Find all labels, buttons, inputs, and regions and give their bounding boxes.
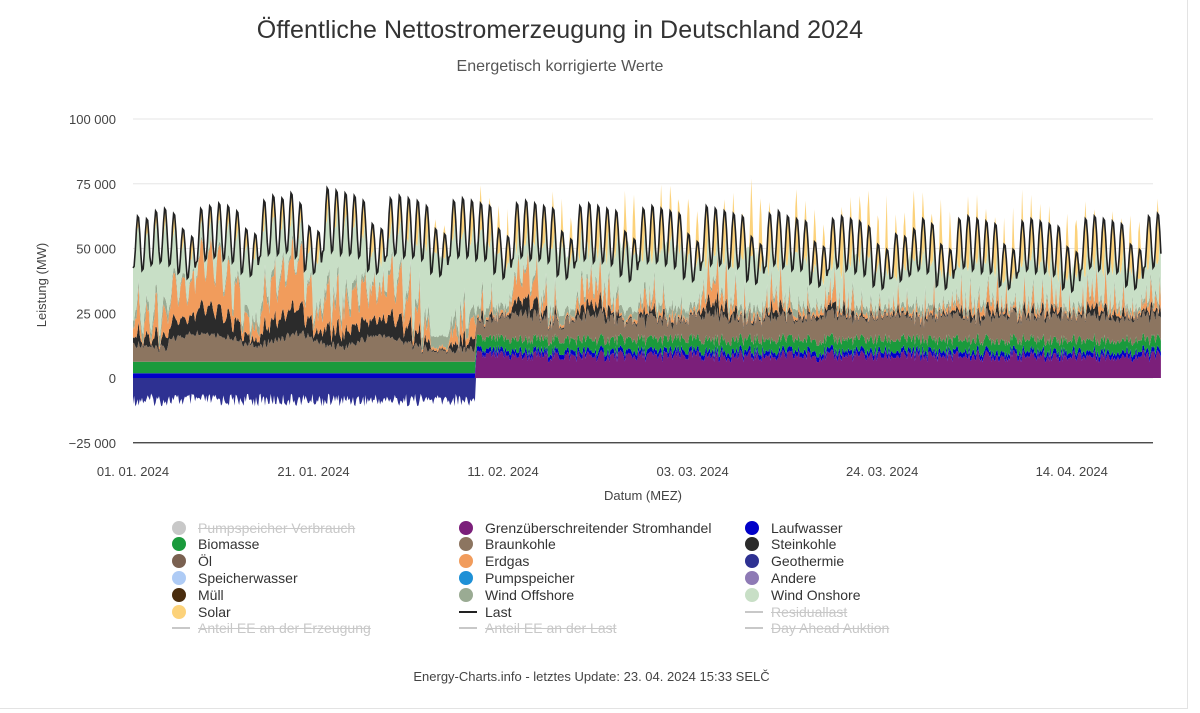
legend-label: Biomasse [198, 536, 260, 553]
legend-item-wind-onshore[interactable]: Wind Onshore [745, 586, 860, 603]
legend-item-erdgas[interactable]: Erdgas [459, 553, 529, 570]
legend-label: Steinkohle [771, 536, 837, 553]
legend-label: Laufwasser [771, 519, 843, 536]
legend-item-biomasse[interactable]: Biomasse [172, 536, 259, 553]
legend-swatch-icon [745, 520, 759, 535]
legend-label: Grenzüberschreitender Stromhandel [485, 519, 712, 536]
legend-swatch-icon [172, 570, 186, 585]
legend-label: Wind Offshore [485, 586, 575, 603]
legend-swatch-icon [745, 537, 759, 552]
legend-item-öl[interactable]: Öl [172, 553, 212, 570]
y-tick-label: 25 000 [76, 306, 116, 321]
area-wind-onshore [133, 205, 1161, 339]
area-steinkohle [133, 288, 1161, 355]
legend-label: Solar [198, 603, 231, 620]
x-tick-label: 11. 02. 2024 [467, 464, 538, 479]
chart-load-line [132, 185, 1162, 294]
legend-item-last[interactable]: Last [459, 603, 511, 620]
area-export-negative [133, 378, 1161, 407]
legend-label: Pumpspeicher Verbrauch [198, 519, 356, 536]
legend-item-day-ahead-auktion[interactable]: Day Ahead Auktion [745, 620, 889, 637]
footer-credit: Energy-Charts.info - letztes Update: 23.… [413, 669, 770, 684]
x-tick-label: 24. 03. 2024 [846, 464, 918, 479]
legend-label: Pumpspeicher [485, 569, 575, 586]
legend-swatch-icon [745, 627, 763, 630]
legend-label: Wind Onshore [771, 586, 861, 603]
legend-label: Geothermie [771, 553, 845, 570]
legend-label: Braunkohle [485, 536, 556, 553]
legend-item-müll[interactable]: Müll [172, 586, 224, 603]
legend-swatch-icon [459, 610, 477, 613]
legend-item-braunkohle[interactable]: Braunkohle [459, 536, 556, 553]
chart-areas [133, 178, 1161, 407]
area-biomasse [133, 333, 1161, 374]
legend-label: Andere [771, 569, 817, 586]
legend-label: Speicherwasser [198, 569, 298, 586]
legend-swatch-icon [172, 587, 186, 602]
legend-item-solar[interactable]: Solar [172, 603, 231, 620]
legend-item-steinkohle[interactable]: Steinkohle [745, 536, 836, 553]
legend-swatch-icon [745, 610, 763, 613]
chart-title: Öffentliche Nettostromerzeugung in Deuts… [256, 16, 864, 44]
area-laufwasser [133, 344, 1161, 378]
x-tick-label: 14. 04. 2024 [1036, 464, 1108, 479]
legend-item-anteil-ee-an-der-last[interactable]: Anteil EE an der Last [459, 620, 617, 637]
legend-label: Öl [198, 553, 212, 570]
y-tick-label: 100 000 [69, 112, 116, 127]
x-tick-label: 21. 01. 2024 [277, 464, 349, 479]
legend-swatch-icon [172, 554, 186, 569]
area-grenzüberschreitender-stromhandel [133, 349, 1161, 378]
legend-swatch-icon [459, 570, 473, 585]
legend-item-residuallast[interactable]: Residuallast [745, 603, 847, 620]
y-tick-label: −25 000 [69, 436, 116, 451]
legend-item-geothermie[interactable]: Geothermie [745, 553, 844, 570]
y-axis-title: Leistung (MW) [34, 243, 49, 328]
legend-swatch-icon [459, 554, 473, 569]
legend-item-pumpspeicher[interactable]: Pumpspeicher [459, 569, 575, 586]
legend-label: Anteil EE an der Erzeugung [198, 620, 371, 637]
legend-item-anteil-ee-an-der-erzeugung[interactable]: Anteil EE an der Erzeugung [172, 620, 371, 637]
legend-swatch-icon [172, 604, 186, 619]
legend-swatch-icon [172, 537, 186, 552]
legend-item-grenzüberschreitender-stromhandel[interactable]: Grenzüberschreitender Stromhandel [459, 519, 711, 536]
legend-item-wind-offshore[interactable]: Wind Offshore [459, 586, 574, 603]
legend-item-pumpspeicher-verbrauch[interactable]: Pumpspeicher Verbrauch [172, 519, 355, 536]
series-last-line [132, 185, 1162, 294]
legend-swatch-icon [459, 587, 473, 602]
legend-label: Erdgas [485, 553, 530, 570]
x-axis-title: Datum (MEZ) [604, 488, 682, 503]
y-tick-label: 75 000 [76, 177, 116, 192]
legend-label: Anteil EE an der Last [485, 620, 617, 637]
legend-label: Last [485, 603, 512, 620]
x-tick-label: 03. 03. 2024 [656, 464, 728, 479]
legend-swatch-icon [745, 570, 759, 585]
legend-item-laufwasser[interactable]: Laufwasser [745, 519, 843, 536]
legend-swatch-icon [745, 587, 759, 602]
legend-swatch-icon [172, 520, 186, 535]
legend-swatch-icon [459, 537, 473, 552]
area-erdgas [133, 237, 1161, 353]
legend-swatch-icon [459, 627, 477, 630]
legend-label: Müll [198, 586, 224, 603]
legend-label: Residuallast [771, 603, 848, 620]
legend-label: Day Ahead Auktion [771, 620, 890, 637]
y-axis-ticks: 100 000 75 000 50 000 25 000 0 −25 000 [69, 112, 116, 451]
legend-item-speicherwasser[interactable]: Speicherwasser [172, 569, 298, 586]
legend-swatch-icon [172, 627, 190, 630]
legend-swatch-icon [459, 520, 473, 535]
y-tick-label: 50 000 [76, 242, 116, 257]
x-axis-ticks: 01. 01. 2024 21. 01. 2024 11. 02. 2024 03. … [97, 464, 1108, 479]
legend-swatch-icon [745, 554, 759, 569]
y-tick-label: 0 [109, 371, 116, 386]
chart-subtitle: Energetisch korrigierte Werte [456, 58, 664, 75]
area-braunkohle [133, 305, 1161, 362]
x-tick-label: 01. 01. 2024 [97, 464, 169, 479]
legend-item-andere[interactable]: Andere [745, 569, 816, 586]
